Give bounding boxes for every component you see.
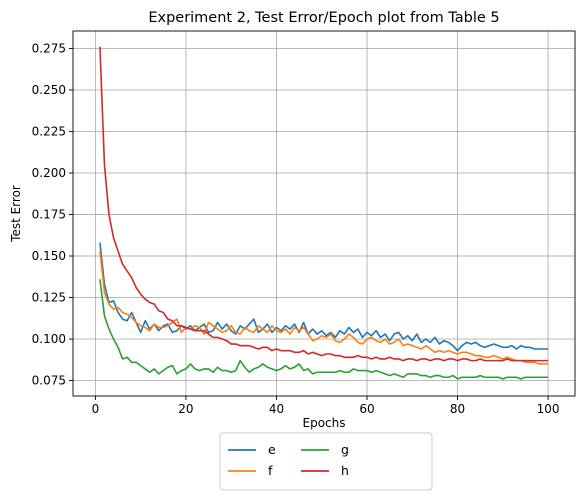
grid-lines: [73, 31, 575, 396]
x-tick-label: 40: [269, 402, 284, 416]
legend-label-g: g: [341, 442, 349, 457]
series-line-e: [99, 242, 549, 352]
series-line-f: [99, 250, 549, 365]
x-tick-label: 0: [92, 402, 100, 416]
y-tick-label: 0.100: [32, 332, 66, 346]
series-line-g: [99, 279, 549, 380]
x-axis-label: Epochs: [303, 416, 346, 430]
series-lines: [99, 46, 549, 380]
x-tick-label: 80: [450, 402, 465, 416]
y-tick-label: 0.125: [32, 291, 66, 305]
x-axis-ticks: 0 20 40 60 80 100: [92, 396, 560, 416]
legend-label-h: h: [341, 463, 349, 478]
chart-title: Experiment 2, Test Error/Epoch plot from…: [148, 10, 499, 26]
x-tick-label: 60: [359, 402, 374, 416]
y-tick-label: 0.175: [32, 207, 66, 221]
y-tick-label: 0.250: [32, 83, 66, 97]
series-line-h: [99, 46, 549, 362]
y-tick-label: 0.150: [32, 249, 66, 263]
y-axis-ticks: 0.075 0.100 0.125 0.150 0.175 0.200 0.225 0.250…: [32, 41, 73, 388]
legend-label-f: f: [268, 463, 273, 478]
y-tick-label: 0.275: [32, 41, 66, 55]
plot-frame: [72, 30, 576, 397]
legend: ef gh: [219, 432, 433, 491]
y-tick-label: 0.200: [32, 166, 66, 180]
y-tick-label: 0.225: [32, 124, 66, 138]
legend-label-e: e: [268, 442, 276, 457]
x-tick-label: 20: [178, 402, 193, 416]
y-tick-label: 0.075: [32, 374, 66, 388]
x-tick-label: 100: [537, 402, 560, 416]
legend-box: [219, 432, 433, 491]
y-axis-label: Test Error: [9, 185, 23, 243]
